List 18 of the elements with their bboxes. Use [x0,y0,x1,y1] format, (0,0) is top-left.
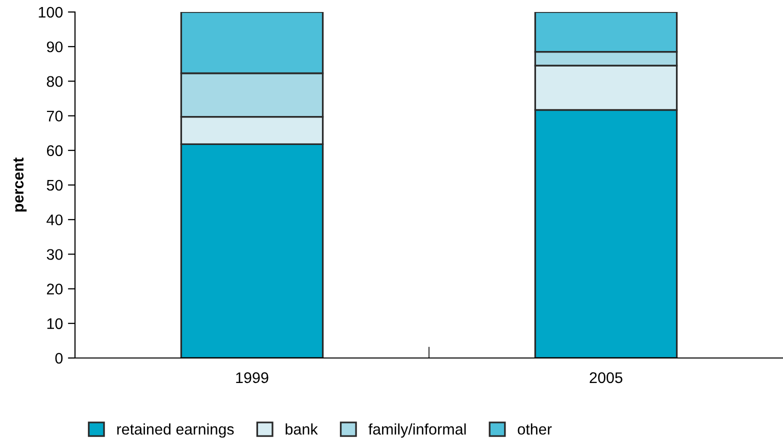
legend-label: other [518,423,552,435]
y-tick-label: 80 [46,76,63,87]
y-tick-label: 0 [55,352,63,364]
y-tick-label: 30 [46,249,63,260]
legend-label: bank [286,423,318,435]
y-tick-label: 50 [46,180,63,191]
y-tick-label: 40 [46,214,63,226]
legend-label: family/informal [368,423,466,438]
y-tick-label: 100 [38,6,63,18]
x-tick-label: 1999 [236,372,268,384]
y-tick-label: 70 [46,110,63,122]
y-tick-label: 90 [46,41,63,52]
y-tick-label: 10 [47,318,63,330]
x-tick-label: 2005 [590,372,622,384]
y-axis-title: percent [13,158,27,212]
legend-label: retained earnings [117,423,234,438]
y-tick-label: 60 [46,145,63,156]
y-tick-label: 20 [46,284,63,294]
